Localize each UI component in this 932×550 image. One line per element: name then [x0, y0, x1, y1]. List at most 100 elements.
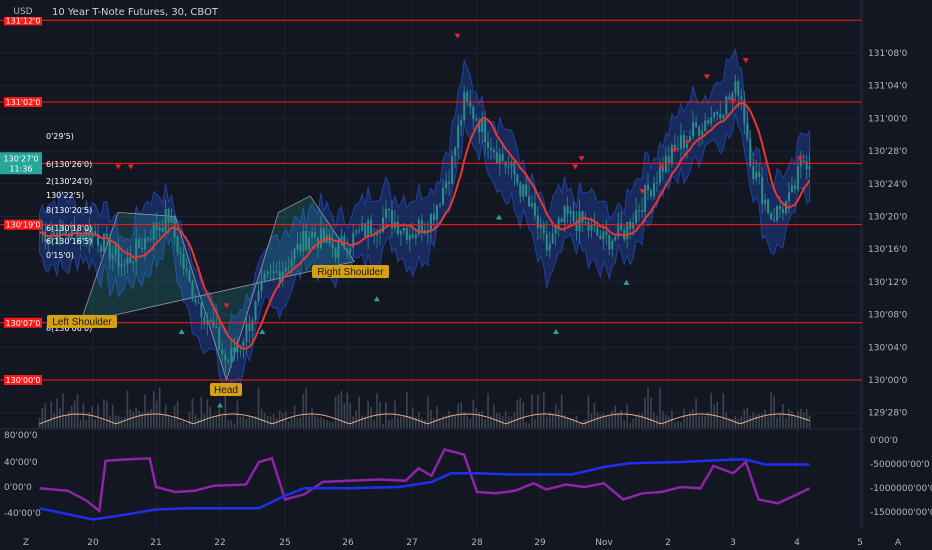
volume-bar — [764, 409, 766, 428]
candle-body — [649, 190, 652, 197]
candle-body — [197, 302, 200, 304]
volume-bar — [602, 413, 605, 428]
candle-body — [504, 161, 507, 167]
sell-arrow — [639, 188, 646, 194]
candle-body — [670, 144, 673, 163]
pattern-label-left: Left Shoulder — [52, 317, 112, 328]
candle-body — [146, 237, 149, 240]
candle-body — [652, 183, 655, 197]
level-tag-text: 130'00'0 — [6, 376, 41, 385]
volume-bar — [358, 396, 360, 428]
volume-bar — [50, 401, 52, 428]
volume-bar — [641, 413, 643, 428]
candle-body — [393, 222, 396, 229]
candle-body — [212, 320, 215, 327]
volume-bar — [41, 407, 44, 428]
candle-body — [132, 261, 135, 264]
volume-bar — [126, 390, 129, 428]
candle-body — [740, 96, 743, 101]
volume-bar — [695, 398, 697, 428]
volume-bar — [668, 416, 670, 428]
volume-bar — [278, 410, 281, 428]
candle-body — [661, 166, 664, 173]
candle-body — [152, 222, 155, 241]
candle-body — [200, 302, 203, 318]
candle-body — [411, 234, 414, 239]
volume-bar — [251, 416, 254, 428]
candle-body — [664, 156, 667, 173]
candle-body — [155, 222, 158, 231]
candle-body — [176, 236, 179, 253]
candle-body — [743, 100, 746, 124]
candle-body — [117, 245, 120, 267]
candle-body — [337, 240, 340, 258]
candle-body — [236, 346, 239, 352]
candle-body — [626, 221, 629, 240]
time-tick: 29 — [534, 538, 546, 548]
candle-body — [322, 228, 325, 243]
candle-body — [808, 166, 811, 170]
candle-body — [731, 93, 734, 100]
volume-bar — [38, 418, 41, 428]
candle-body — [507, 166, 510, 168]
volume-bar — [548, 411, 551, 428]
volume-bar — [563, 415, 566, 428]
volume-bar — [522, 401, 525, 428]
candle-body — [767, 199, 770, 214]
candle-body — [620, 223, 623, 230]
candle-body — [53, 232, 56, 235]
volume-bar — [800, 408, 802, 428]
candle-body — [548, 243, 551, 251]
volume-bar — [463, 412, 466, 428]
candle-body — [501, 153, 504, 162]
candle-body — [528, 196, 531, 207]
volume-bar — [659, 387, 661, 428]
candle-body — [451, 155, 454, 184]
volume-bar — [257, 387, 260, 428]
candle-body — [746, 123, 749, 139]
level-tag — [4, 97, 42, 108]
volume-bar — [91, 406, 94, 428]
sell-arrow — [797, 156, 804, 162]
candle-body — [572, 210, 575, 222]
candle-body — [179, 252, 182, 255]
candle-body — [676, 148, 679, 150]
volume-bar — [227, 420, 230, 428]
volume-bar — [161, 415, 164, 428]
volume-bar — [537, 394, 539, 428]
oscillator-purple-line — [39, 448, 811, 514]
candle-body — [641, 210, 644, 213]
candle-body — [638, 210, 641, 212]
volume-bar — [593, 402, 596, 428]
candle-body — [405, 227, 408, 240]
volume-bar — [272, 414, 275, 428]
candle-body — [120, 264, 123, 267]
volume-bar — [120, 417, 123, 428]
volume-bar — [123, 416, 126, 428]
candle-body — [191, 281, 194, 299]
candle-body — [605, 231, 608, 235]
candle-body — [299, 243, 302, 252]
time-tick: 22 — [214, 538, 225, 548]
pattern-label-box — [47, 315, 117, 328]
candle-body — [399, 230, 402, 235]
volume-bar — [179, 421, 182, 428]
volume-bar — [170, 417, 173, 428]
candle-body — [519, 182, 522, 197]
time-tick: 20 — [87, 538, 99, 548]
time-tick: Nov — [595, 538, 613, 548]
sell-arrow — [578, 156, 585, 162]
price-tick: 130'16'0 — [868, 245, 908, 255]
candle-body — [435, 204, 438, 221]
volume-bar — [551, 413, 554, 428]
level-tag-text: 130'19'0 — [6, 221, 41, 230]
sell-arrow — [572, 164, 579, 170]
candle-body — [311, 232, 314, 238]
candle-body — [194, 298, 197, 303]
volume-bar — [188, 411, 191, 428]
sell-arrow — [115, 164, 122, 170]
candle-body — [305, 231, 308, 250]
time-tick: 5 — [857, 538, 863, 548]
volume-bar — [302, 393, 305, 428]
